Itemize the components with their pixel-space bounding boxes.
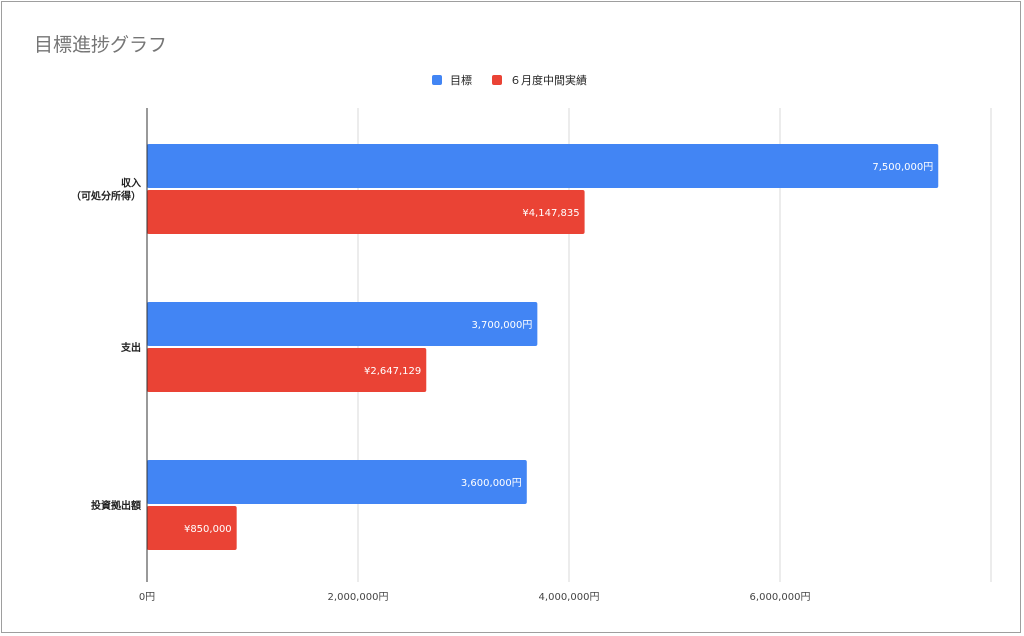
y-category-label: 支出: [120, 341, 141, 354]
y-category-label: 収入: [121, 178, 141, 190]
legend-swatch-actual: [492, 75, 502, 85]
bar-actual: [147, 190, 585, 234]
data-label: ¥4,147,835: [522, 208, 579, 219]
data-label: ¥850,000: [184, 524, 232, 535]
x-tick-label: 0円: [139, 592, 155, 603]
bar-target: [147, 460, 527, 504]
bar-actual: [147, 506, 237, 550]
data-label: 3,600,000円: [461, 478, 522, 489]
legend-swatch-target: [432, 75, 442, 85]
legend: 目標 ６月度中間実績: [432, 72, 601, 88]
legend-item-target[interactable]: 目標: [432, 72, 472, 88]
data-label: 7,500,000円: [872, 162, 933, 173]
y-category-label: （可処分所得）: [71, 190, 141, 203]
y-category-label: 投資拠出額: [91, 499, 141, 512]
x-tick-label: 2,000,000円: [328, 592, 389, 603]
data-label: 3,700,000円: [471, 320, 532, 331]
legend-label-target: 目標: [450, 74, 472, 87]
bar-target: [147, 302, 538, 346]
x-tick-label: 6,000,000円: [750, 592, 811, 603]
bar-actual: [147, 348, 427, 392]
x-tick-label: 4,000,000円: [539, 592, 600, 603]
chart-title: 目標進捗グラフ: [34, 34, 168, 56]
bar-target: [147, 144, 939, 188]
legend-item-actual[interactable]: ６月度中間実績: [492, 72, 587, 88]
data-label: ¥2,647,129: [364, 366, 421, 377]
legend-label-actual: ６月度中間実績: [510, 74, 587, 87]
